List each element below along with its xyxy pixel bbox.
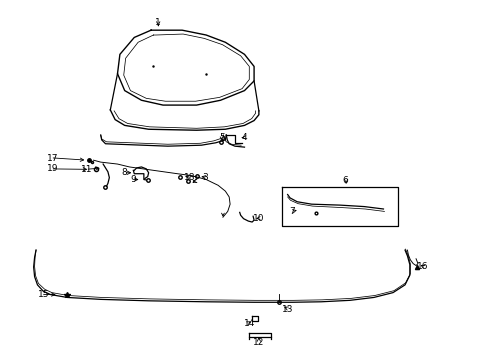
Text: 8: 8 <box>122 168 127 177</box>
Text: 12: 12 <box>253 338 264 347</box>
Text: 11: 11 <box>81 165 92 174</box>
Text: 10: 10 <box>253 214 264 223</box>
Text: 5: 5 <box>219 133 224 142</box>
Text: 17: 17 <box>47 154 59 163</box>
Text: 7: 7 <box>289 207 295 216</box>
Text: 16: 16 <box>416 262 427 271</box>
Text: 18: 18 <box>183 172 195 181</box>
Text: 4: 4 <box>241 133 247 142</box>
Text: 1: 1 <box>155 18 161 27</box>
Text: 19: 19 <box>47 165 59 174</box>
Text: 9: 9 <box>130 175 136 184</box>
Text: 13: 13 <box>281 305 293 314</box>
Text: 15: 15 <box>39 290 50 299</box>
Text: 14: 14 <box>243 319 254 328</box>
Text: 6: 6 <box>342 176 347 185</box>
Text: 2: 2 <box>191 176 197 185</box>
Text: 3: 3 <box>202 173 208 182</box>
